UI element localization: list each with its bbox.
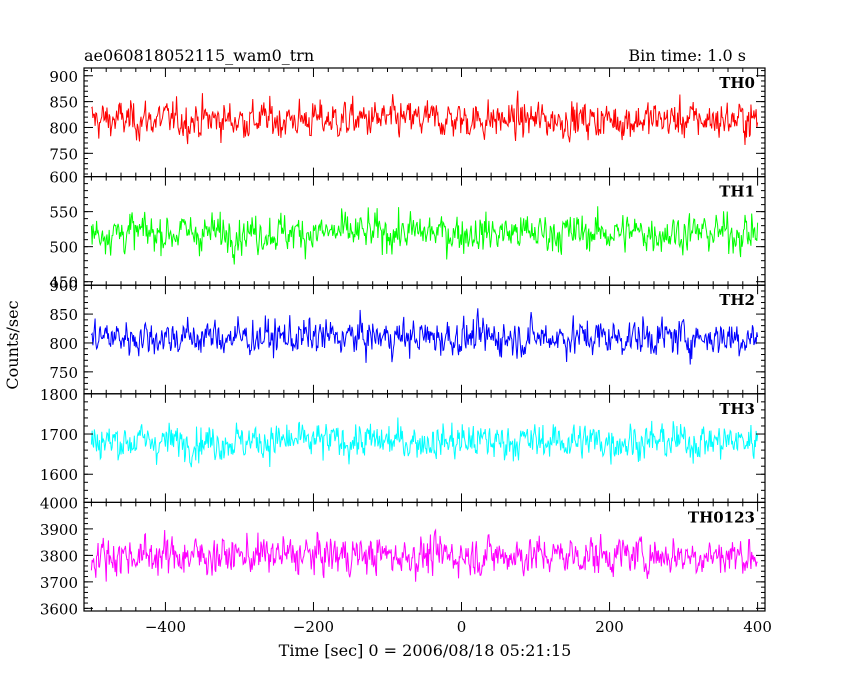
panels-group: 750 800 850 900 TH0 450 500 550 600 TH1 750 800 850 9… — [40, 67, 772, 636]
series-line-th1 — [90, 206, 759, 265]
y-tick-label: 1700 — [40, 426, 78, 444]
y-axis-label: Counts/sec — [3, 300, 22, 389]
panel-frame — [83, 501, 766, 612]
y-tick-label: 900 — [49, 68, 78, 86]
y-tick-label: 850 — [49, 94, 78, 112]
panel-frame — [83, 284, 766, 395]
y-tick-label: 4000 — [40, 494, 78, 512]
panel-th0123: 3600 3700 3800 3900 4000 TH0123 — [40, 494, 766, 618]
panel-th1: 450 500 550 600 TH1 — [49, 169, 766, 292]
series-label-th1: TH1 — [719, 183, 755, 201]
x-tick-label: −200 — [293, 618, 334, 636]
y-tick-label: 750 — [49, 145, 78, 163]
series-line-th0123 — [90, 528, 758, 582]
y-tick-label: 550 — [49, 204, 78, 222]
y-tick-label: 800 — [49, 119, 78, 137]
x-tick-label: 200 — [595, 618, 624, 636]
y-tick-label: 1600 — [40, 466, 78, 484]
y-tick-label: 3900 — [40, 521, 78, 539]
y-tick-label: 900 — [49, 277, 78, 295]
x-tick-label: −400 — [145, 618, 186, 636]
figure-title: ae060818052115_wam0_trn — [84, 46, 314, 65]
y-tick-label: 500 — [49, 239, 78, 257]
x-tick-label: 400 — [743, 618, 772, 636]
panel-th0: 750 800 850 900 TH0 — [49, 67, 766, 178]
series-label-th2: TH2 — [719, 291, 755, 309]
y-tick-label: 3600 — [40, 600, 78, 618]
x-axis-label: Time [sec] 0 = 2006/08/18 05:21:15 — [279, 641, 572, 660]
series-line-th2 — [90, 308, 759, 365]
series-line-th3 — [90, 417, 759, 468]
y-tick-label: 3800 — [40, 547, 78, 565]
y-tick-label: 850 — [49, 306, 78, 324]
y-tick-label: 450 — [49, 274, 78, 292]
y-tick-label: 3700 — [40, 574, 78, 592]
bin-time-label: Bin time: 1.0 s — [628, 46, 746, 65]
x-tick-label: 0 — [457, 618, 467, 636]
y-tick-label: 800 — [49, 335, 78, 353]
series-label-th0123: TH0123 — [688, 508, 755, 526]
series-label-th3: TH3 — [719, 400, 755, 418]
y-tick-label: 600 — [49, 169, 78, 187]
series-label-th0: TH0 — [719, 74, 755, 92]
panel-th3: 1600 1700 1800 TH3 — [40, 386, 766, 503]
panel-th2: 750 800 850 900 TH2 — [49, 277, 766, 395]
y-tick-label: 1800 — [40, 386, 78, 404]
y-tick-label: 750 — [49, 364, 78, 382]
series-line-th0 — [91, 90, 759, 146]
